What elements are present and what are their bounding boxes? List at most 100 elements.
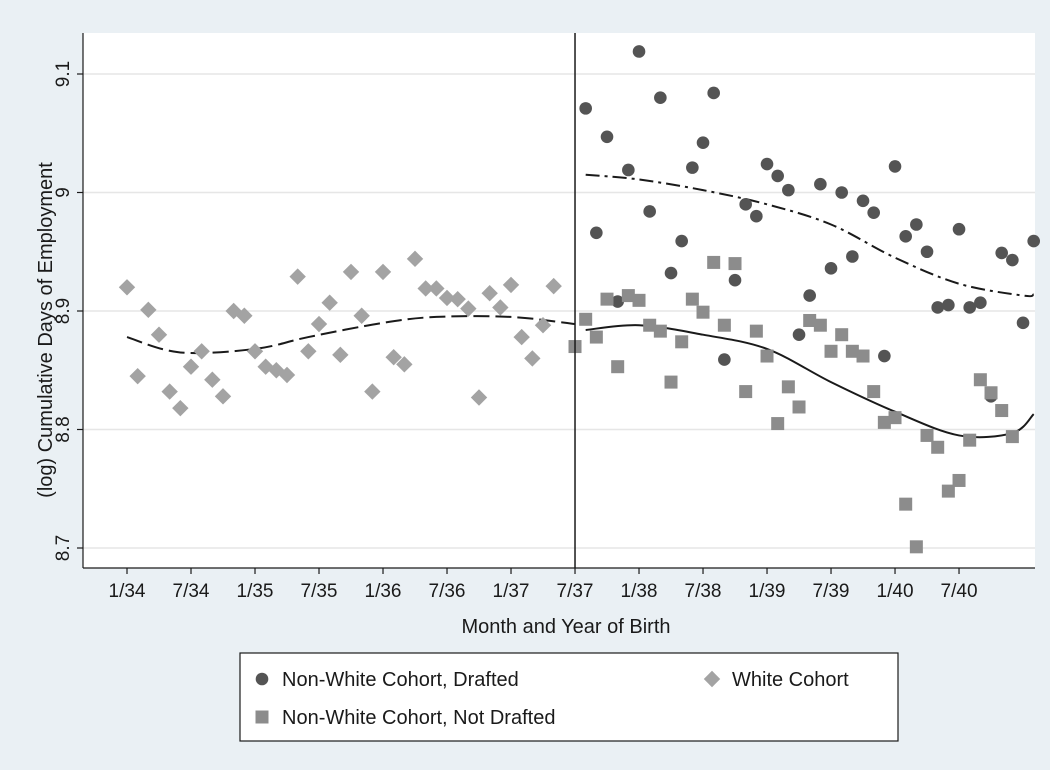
square-point <box>931 440 945 454</box>
square-point <box>728 257 742 271</box>
diamond-point <box>300 343 317 360</box>
square-point <box>899 497 913 511</box>
diamond-point <box>481 285 498 302</box>
x-axis-title: Month and Year of Birth <box>461 616 670 638</box>
diamond-point <box>236 307 253 324</box>
circle-point <box>931 301 944 314</box>
diamond-point <box>204 371 221 388</box>
x-tick-label: 1/38 <box>621 581 658 602</box>
diamond-point <box>396 356 413 373</box>
square-point <box>920 428 934 442</box>
legend-box <box>239 652 899 742</box>
diamond-point <box>129 367 146 385</box>
diamond-point <box>310 315 328 333</box>
square-point <box>803 313 817 327</box>
diamond-point <box>470 389 488 406</box>
square-point <box>611 360 625 374</box>
x-tick-label: 1/36 <box>365 581 402 602</box>
x-tick-label: 7/40 <box>941 581 978 602</box>
circle-point <box>600 130 614 144</box>
diamond-point <box>353 307 370 324</box>
circle-point <box>750 209 763 223</box>
square-point <box>813 318 827 332</box>
circle-point <box>622 163 635 177</box>
x-tick-label: 7/37 <box>557 581 594 602</box>
circle-point <box>1006 253 1019 267</box>
x-tick-label: 1/39 <box>749 581 786 602</box>
diamond-point <box>524 350 541 367</box>
diamond-point <box>513 328 530 346</box>
x-tick-label: 1/37 <box>493 581 530 602</box>
legend-marker-square <box>255 710 269 724</box>
circle-point <box>760 157 774 171</box>
square-point <box>824 344 838 358</box>
circle-point <box>632 45 646 58</box>
square-point <box>781 380 795 394</box>
legend-label: Non-White Cohort, Not Drafted <box>282 707 555 729</box>
square-point <box>973 373 987 387</box>
legend-marker-circle <box>255 672 269 686</box>
square-point <box>600 292 614 306</box>
square-point <box>909 540 923 554</box>
square-point <box>749 324 763 338</box>
legend-label: Non-White Cohort, Drafted <box>282 669 519 691</box>
circle-point <box>782 183 795 197</box>
square-point <box>941 484 955 498</box>
diamond-point <box>534 317 552 334</box>
circle-point <box>771 169 784 183</box>
square-point <box>739 385 753 399</box>
square-point <box>675 335 689 349</box>
diamond-point <box>492 299 509 316</box>
circle-point <box>718 353 731 366</box>
square-point <box>707 255 721 269</box>
x-tick-label: 7/35 <box>301 581 338 602</box>
diamond-point <box>374 263 392 281</box>
square-point <box>632 293 646 307</box>
diamond-point <box>438 289 456 307</box>
diamond-point <box>406 250 424 268</box>
x-tick-label: 7/36 <box>429 581 466 602</box>
circle-point <box>974 296 987 310</box>
circle-point <box>867 206 880 219</box>
square-point <box>984 386 998 400</box>
square-point <box>856 349 870 363</box>
diamond-point <box>385 349 402 366</box>
square-point <box>643 318 657 332</box>
x-tick-label: 1/34 <box>109 581 146 602</box>
circle-point <box>995 246 1008 260</box>
square-point <box>963 433 977 447</box>
circle-point <box>696 136 710 150</box>
square-point <box>664 375 678 389</box>
diamond-point <box>289 268 306 285</box>
circle-point <box>611 295 624 308</box>
circle-point <box>856 194 870 208</box>
x-tick-label: 1/40 <box>877 581 914 602</box>
square-point <box>717 318 731 332</box>
circle-point <box>1027 234 1040 248</box>
circle-point <box>707 86 720 100</box>
diamond-point <box>278 366 296 384</box>
circle-point <box>952 222 966 236</box>
square-point <box>835 328 849 342</box>
diamond-point <box>161 383 178 400</box>
square-point <box>867 385 881 399</box>
y-tick-label: 8.8 <box>53 416 74 442</box>
circle-point <box>675 234 688 248</box>
diamond-point <box>460 300 477 317</box>
circle-point <box>686 161 699 174</box>
square-point <box>771 417 785 431</box>
diamond-point <box>417 280 434 297</box>
square-point <box>1005 430 1019 444</box>
square-point <box>696 305 710 319</box>
x-tick-label: 7/39 <box>813 581 850 602</box>
plot-area <box>83 33 1035 568</box>
diamond-point <box>246 343 264 360</box>
circle-point <box>590 226 603 240</box>
square-point <box>579 312 593 326</box>
legend: Non-White Cohort, Drafted White Cohort Non… <box>239 652 899 742</box>
x-tick-label: 7/34 <box>173 581 210 602</box>
circle-point <box>888 160 902 173</box>
circle-point <box>963 301 976 314</box>
circle-point <box>664 266 678 280</box>
